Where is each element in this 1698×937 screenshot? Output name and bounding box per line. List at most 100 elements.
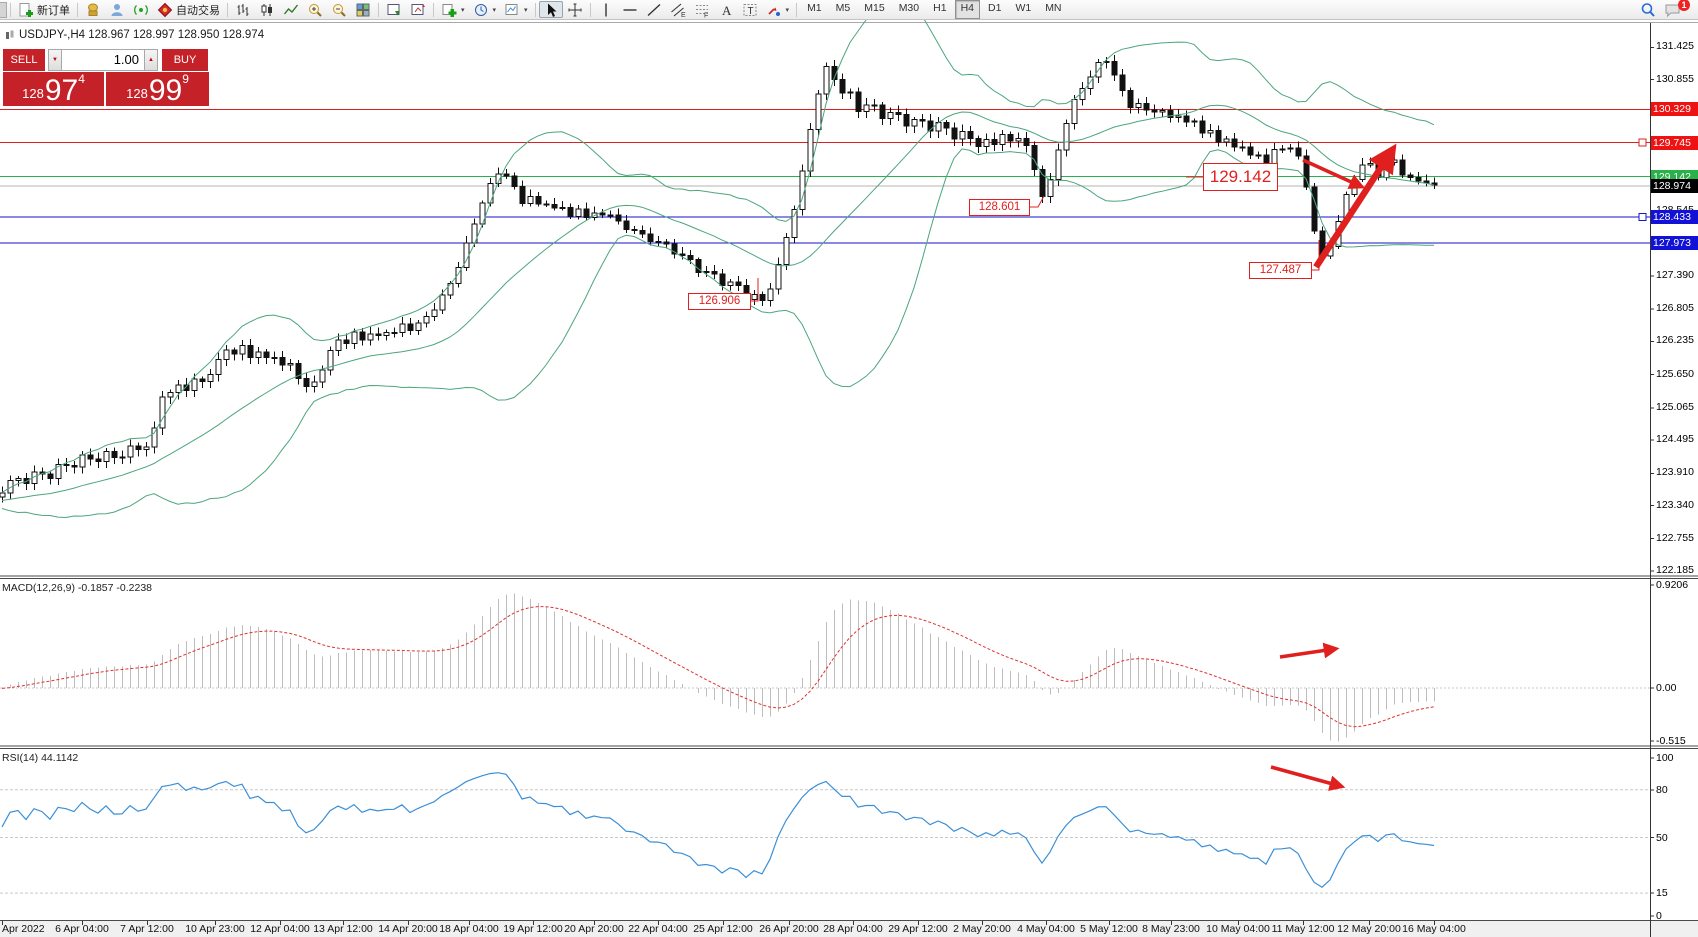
svg-text:E: E (681, 12, 686, 18)
rally-up-arrow[interactable] (1313, 143, 1397, 269)
seal-icon (88, 3, 98, 16)
fibonacci-tool-button[interactable]: F (690, 1, 714, 18)
buy-price-big: 99 (148, 74, 183, 107)
horizontal-line-icon (623, 8, 637, 11)
tile-windows-icon (356, 3, 370, 16)
volume-input[interactable]: 1.00 (62, 49, 144, 71)
separator (77, 2, 78, 17)
timeframe-w1[interactable]: W1 (1015, 2, 1032, 14)
rsi-axis-label: 15 (1656, 887, 1668, 900)
trendline-tool-button[interactable] (642, 1, 666, 18)
signal-button[interactable] (129, 1, 153, 18)
price-axis-tick: 126.805 (1656, 302, 1694, 315)
bar-chart-icon (237, 3, 249, 16)
crosshair-icon (568, 3, 582, 16)
macd-label: MACD(12,26,9) -0.1857 -0.2238 (2, 582, 152, 594)
tile-windows-button[interactable] (351, 1, 375, 18)
timeframe-d1[interactable]: D1 (988, 2, 1002, 14)
community-button[interactable] (105, 1, 129, 18)
search-icon (1641, 2, 1655, 17)
sell-price-display[interactable]: 128 97 4 (3, 72, 104, 106)
line-chart-button[interactable] (279, 1, 303, 18)
rsi-forecast-arrow[interactable] (1270, 765, 1346, 791)
macd-forecast-arrow[interactable] (1279, 642, 1340, 659)
autotrade-button[interactable]: 自动交易 (153, 1, 224, 18)
price-tag-129.745: 129.745 (1651, 135, 1698, 150)
new-order-button[interactable]: 新订单 (14, 1, 74, 18)
time-axis-label: 12 May 20:00 (1337, 923, 1401, 935)
zoom-in-button[interactable] (303, 1, 327, 18)
svg-text:F: F (704, 12, 708, 18)
chart-shift-icon (411, 3, 425, 15)
crosshair-tool-button[interactable] (563, 1, 587, 18)
time-axis-label: 8 May 23:00 (1142, 923, 1200, 935)
volume-increase-button[interactable]: ▲ (144, 49, 158, 71)
notification-badge: 1 (1678, 0, 1690, 11)
sell-price-big: 97 (44, 74, 79, 107)
candlestick-button[interactable] (255, 1, 279, 18)
annotation-126.906[interactable]: 126.906 (688, 293, 751, 310)
svg-text:T: T (747, 6, 753, 17)
arrows-tool-button[interactable]: ▾ (762, 1, 794, 18)
chart-shift-button[interactable] (406, 1, 430, 18)
timeframe-m15[interactable]: M15 (864, 2, 885, 14)
timeframe-h1[interactable]: H1 (933, 2, 947, 14)
forecast-down-arrow[interactable] (1302, 158, 1366, 189)
time-axis-label: 19 Apr 12:00 (503, 923, 563, 935)
time-axis-label: 18 Apr 04:00 (439, 923, 499, 935)
rsi-axis-label: 0 (1656, 910, 1662, 922)
separator (433, 2, 434, 17)
price-axis-tick: 130.855 (1656, 72, 1694, 85)
signal-icon (134, 4, 148, 15)
timeframe-m5[interactable]: M5 (835, 2, 851, 14)
annotation-128.601[interactable]: 128.601 (969, 199, 1030, 216)
annotation-127.487[interactable]: 127.487 (1249, 262, 1312, 279)
equidistant-channel-icon: E (670, 3, 686, 18)
price-axis-tick: 122.185 (1656, 564, 1694, 577)
chat-button[interactable]: 1 (1660, 0, 1690, 18)
rsi-label: RSI(14) 44.1142 (2, 752, 79, 764)
time-axis-label: 22 Apr 04:00 (628, 923, 688, 935)
separator (589, 2, 591, 17)
time-axis-label: 10 May 04:00 (1206, 923, 1270, 935)
text-tool-button[interactable]: A (714, 1, 738, 18)
horizontal-line-tool-button[interactable] (618, 1, 642, 18)
time-axis-label: 6 Apr 04:00 (55, 923, 109, 935)
timeframe-mn[interactable]: MN (1045, 2, 1062, 14)
template-button[interactable]: ▾ (500, 1, 532, 18)
period-button[interactable]: ▾ (469, 1, 501, 18)
time-axis-label: 25 Apr 12:00 (693, 923, 753, 935)
price-axis-tick: 125.065 (1656, 400, 1694, 413)
new-chart-window-button[interactable] (382, 1, 406, 18)
time-axis-label: 26 Apr 20:00 (759, 923, 819, 935)
timeframe-h4[interactable]: H4 (954, 0, 980, 19)
cursor-tool-button[interactable] (538, 1, 563, 18)
timeframe-m30[interactable]: M30 (898, 2, 920, 14)
template-icon (505, 3, 518, 15)
separator (10, 2, 11, 17)
vertical-line-tool-button[interactable] (594, 1, 618, 18)
separator (378, 2, 379, 17)
text-label-tool-button[interactable]: T (738, 1, 762, 18)
time-axis-label: 28 Apr 04:00 (823, 923, 883, 935)
timeframe-m1[interactable]: M1 (807, 2, 822, 14)
sell-button[interactable]: SELL (3, 49, 45, 71)
text-label-icon: T (743, 3, 757, 17)
time-axis-label: 2 May 20:00 (953, 923, 1011, 935)
bar-chart-button[interactable] (231, 1, 255, 18)
zoom-out-button[interactable] (327, 1, 351, 18)
price-axis-tick: 124.495 (1656, 433, 1694, 446)
buy-price-display[interactable]: 128 99 9 (106, 72, 209, 106)
price-axis-tick: 131.425 (1656, 40, 1694, 53)
search-button[interactable] (1636, 1, 1660, 18)
buy-button[interactable]: BUY (162, 49, 208, 71)
add-indicator-button[interactable]: ▾ (437, 1, 469, 18)
annotation-129.142[interactable]: 129.142 (1203, 163, 1278, 191)
time-axis-label: 5 May 12:00 (1080, 923, 1138, 935)
channel-tool-button[interactable]: E (666, 1, 690, 18)
seal-button[interactable] (81, 1, 105, 18)
volume-decrease-button[interactable]: ▼ (48, 49, 62, 71)
